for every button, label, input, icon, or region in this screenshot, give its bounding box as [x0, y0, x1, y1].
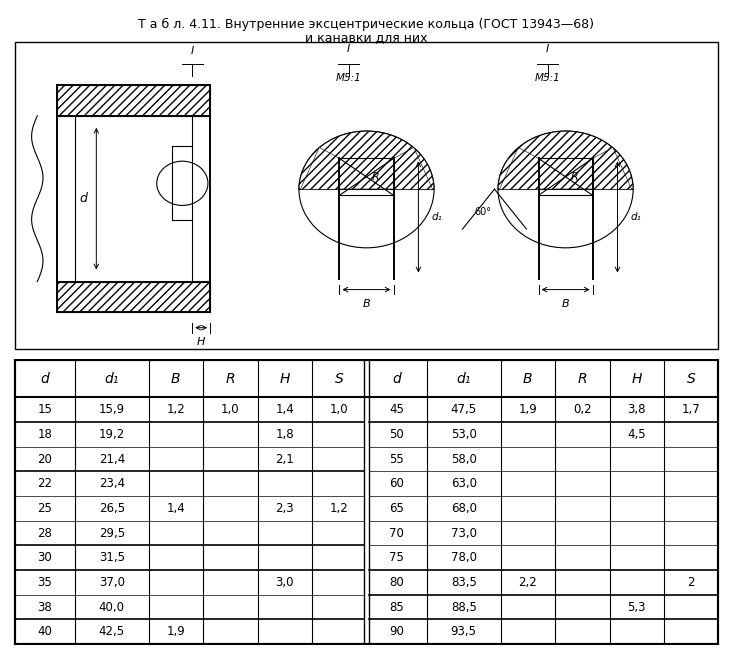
Text: 1,9: 1,9	[518, 403, 537, 416]
Text: 1,4: 1,4	[276, 403, 294, 416]
Text: 83,5: 83,5	[451, 576, 476, 589]
Text: 28: 28	[37, 527, 52, 539]
Text: B: B	[523, 372, 533, 386]
Text: 88,5: 88,5	[451, 600, 476, 614]
Text: 68,0: 68,0	[451, 502, 476, 515]
Text: H: H	[632, 372, 642, 386]
Text: 78,0: 78,0	[451, 551, 476, 564]
Text: 1,2: 1,2	[166, 403, 185, 416]
Text: 60°: 60°	[474, 207, 491, 218]
Text: R: R	[226, 372, 235, 386]
Text: B: B	[561, 299, 570, 309]
Text: 26,5: 26,5	[99, 502, 125, 515]
Text: М5:1: М5:1	[535, 73, 561, 83]
Text: B: B	[363, 299, 370, 309]
Text: d: d	[80, 192, 87, 205]
Text: d₁: d₁	[630, 212, 641, 222]
Text: 25: 25	[37, 502, 52, 515]
Text: 1,9: 1,9	[166, 625, 185, 638]
Text: 15,9: 15,9	[99, 403, 125, 416]
Text: R: R	[578, 372, 587, 386]
Polygon shape	[498, 131, 633, 190]
Text: Т а б л. 4.11. Внутренние эксцентрические кольца (ГОСТ 13943—68): Т а б л. 4.11. Внутренние эксцентрически…	[139, 18, 594, 31]
Polygon shape	[394, 147, 432, 190]
Text: 3,8: 3,8	[627, 403, 646, 416]
Text: 90: 90	[389, 625, 404, 638]
Text: 93,5: 93,5	[451, 625, 476, 638]
Text: 75: 75	[389, 551, 404, 564]
Text: 20: 20	[37, 452, 52, 466]
Text: R: R	[571, 172, 578, 182]
Text: 23,4: 23,4	[99, 477, 125, 490]
Text: 50: 50	[389, 428, 404, 441]
Polygon shape	[57, 282, 210, 312]
Text: 60: 60	[389, 477, 404, 490]
Polygon shape	[499, 147, 539, 190]
Text: 47,5: 47,5	[451, 403, 476, 416]
Text: 70: 70	[389, 527, 404, 539]
Text: 63,0: 63,0	[451, 477, 476, 490]
Text: d: d	[40, 372, 49, 386]
Text: H: H	[279, 372, 290, 386]
Text: 2,3: 2,3	[276, 502, 294, 515]
Text: 31,5: 31,5	[99, 551, 125, 564]
Text: R: R	[372, 172, 380, 182]
Text: 1,7: 1,7	[682, 403, 701, 416]
Text: 1,8: 1,8	[276, 428, 294, 441]
Text: М5:1: М5:1	[336, 73, 361, 83]
Text: 15: 15	[37, 403, 52, 416]
Text: 22: 22	[37, 477, 52, 490]
Text: 42,5: 42,5	[99, 625, 125, 638]
Text: 40,0: 40,0	[99, 600, 125, 614]
Text: 19,2: 19,2	[99, 428, 125, 441]
Text: S: S	[687, 372, 696, 386]
Text: 73,0: 73,0	[451, 527, 476, 539]
Text: d₁: d₁	[105, 372, 119, 386]
Text: 1,0: 1,0	[221, 403, 240, 416]
Polygon shape	[299, 131, 434, 190]
Text: B: B	[171, 372, 180, 386]
Text: 38: 38	[37, 600, 52, 614]
Text: I: I	[546, 44, 550, 54]
Text: 80: 80	[389, 576, 404, 589]
Text: 21,4: 21,4	[99, 452, 125, 466]
Text: d₁: d₁	[457, 372, 471, 386]
Text: 3,0: 3,0	[276, 576, 294, 589]
Text: 58,0: 58,0	[451, 452, 476, 466]
Text: 85: 85	[389, 600, 404, 614]
Text: I: I	[347, 44, 350, 54]
Text: 1,4: 1,4	[166, 502, 185, 515]
Text: 2,1: 2,1	[276, 452, 294, 466]
Text: 29,5: 29,5	[99, 527, 125, 539]
Text: d: d	[392, 372, 401, 386]
Text: 0,2: 0,2	[573, 403, 592, 416]
Text: 1,0: 1,0	[330, 403, 349, 416]
Text: 18: 18	[37, 428, 52, 441]
Polygon shape	[57, 85, 210, 116]
Text: H: H	[197, 337, 205, 347]
Text: 53,0: 53,0	[451, 428, 476, 441]
Text: 45: 45	[389, 403, 404, 416]
Text: и канавки для них: и канавки для них	[305, 31, 428, 44]
Polygon shape	[301, 147, 339, 190]
Text: 35: 35	[37, 576, 52, 589]
Text: S: S	[335, 372, 344, 386]
Text: 30: 30	[37, 551, 52, 564]
Text: I: I	[191, 46, 194, 55]
Polygon shape	[592, 147, 632, 190]
Text: 65: 65	[389, 502, 404, 515]
Text: 37,0: 37,0	[99, 576, 125, 589]
Text: 4,5: 4,5	[627, 428, 646, 441]
Text: 40: 40	[37, 625, 52, 638]
Text: 2: 2	[688, 576, 695, 589]
Text: 1,2: 1,2	[330, 502, 349, 515]
Text: 55: 55	[389, 452, 404, 466]
Text: d₁: d₁	[431, 212, 442, 222]
Text: 5,3: 5,3	[627, 600, 646, 614]
Text: 2,2: 2,2	[518, 576, 537, 589]
